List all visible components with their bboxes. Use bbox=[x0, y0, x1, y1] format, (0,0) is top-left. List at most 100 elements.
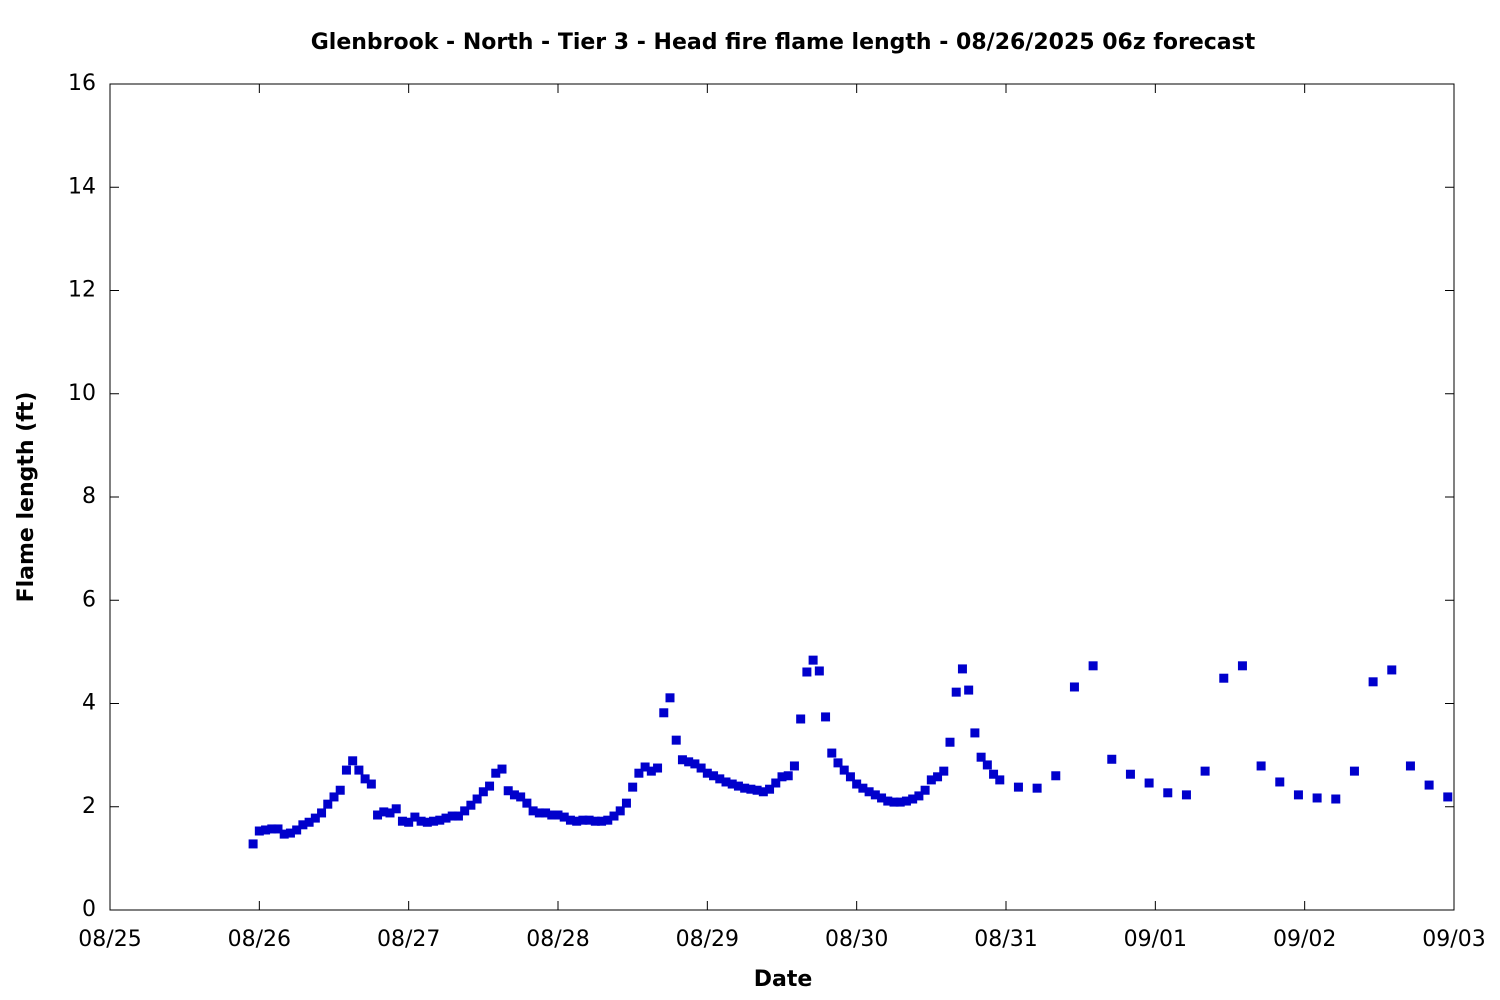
data-point bbox=[796, 714, 806, 724]
data-point bbox=[1293, 790, 1303, 800]
data-point bbox=[559, 812, 569, 822]
data-point bbox=[248, 839, 258, 849]
data-point bbox=[1424, 780, 1434, 790]
data-point bbox=[995, 775, 1005, 785]
data-point bbox=[908, 794, 918, 804]
data-point bbox=[883, 796, 893, 806]
data-point bbox=[1443, 792, 1453, 802]
data-point bbox=[839, 765, 849, 775]
x-tick-label: 09/03 bbox=[1422, 927, 1485, 952]
data-point bbox=[422, 817, 432, 827]
data-point bbox=[746, 784, 756, 794]
x-tick-label: 08/29 bbox=[676, 927, 739, 952]
data-point bbox=[976, 752, 986, 762]
data-point bbox=[578, 815, 588, 825]
data-point bbox=[1069, 682, 1079, 692]
data-point bbox=[503, 786, 513, 796]
data-point bbox=[453, 811, 463, 821]
data-point bbox=[285, 828, 295, 838]
data-point bbox=[877, 793, 887, 803]
x-tick-label: 08/26 bbox=[228, 927, 291, 952]
x-tick-label: 08/30 bbox=[825, 927, 888, 952]
x-tick-label: 08/25 bbox=[78, 927, 141, 952]
data-point bbox=[497, 764, 507, 774]
data-point bbox=[634, 768, 644, 778]
data-point bbox=[696, 763, 706, 773]
data-point bbox=[491, 768, 501, 778]
data-point bbox=[1088, 661, 1098, 671]
data-point bbox=[1125, 769, 1135, 779]
x-tick-label: 08/31 bbox=[974, 927, 1037, 952]
data-point bbox=[690, 759, 700, 769]
y-tick-label: 2 bbox=[82, 794, 96, 819]
data-point bbox=[528, 806, 538, 816]
data-point bbox=[354, 765, 364, 775]
data-point bbox=[447, 811, 457, 821]
data-point bbox=[677, 755, 687, 765]
data-point bbox=[1368, 677, 1378, 687]
y-tick-label: 4 bbox=[82, 691, 96, 716]
data-point bbox=[466, 800, 476, 810]
y-tick-label: 14 bbox=[68, 174, 96, 199]
data-point bbox=[721, 777, 731, 787]
data-point bbox=[603, 815, 613, 825]
data-point bbox=[410, 812, 420, 822]
data-point bbox=[261, 825, 271, 835]
y-axis-label: Flame length (ft) bbox=[14, 392, 39, 603]
data-point bbox=[267, 824, 277, 834]
data-point bbox=[1200, 766, 1210, 776]
data-point bbox=[646, 766, 656, 776]
data-point bbox=[1144, 778, 1154, 788]
data-point bbox=[628, 782, 638, 792]
data-point bbox=[727, 779, 737, 789]
data-point bbox=[733, 781, 743, 791]
data-point bbox=[926, 775, 936, 785]
data-point bbox=[323, 799, 333, 809]
data-point bbox=[951, 687, 961, 697]
data-point bbox=[621, 798, 631, 808]
data-point bbox=[522, 798, 532, 808]
data-point bbox=[964, 685, 974, 695]
data-point bbox=[279, 829, 289, 839]
data-point bbox=[1051, 771, 1061, 781]
data-point bbox=[665, 693, 675, 703]
data-point bbox=[709, 771, 719, 781]
x-axis-label: Date bbox=[754, 967, 813, 992]
data-point bbox=[509, 790, 519, 800]
x-tick-label: 08/27 bbox=[377, 927, 440, 952]
data-point bbox=[933, 772, 943, 782]
x-tick-label: 09/02 bbox=[1273, 927, 1336, 952]
data-point bbox=[684, 757, 694, 767]
data-point bbox=[516, 792, 526, 802]
data-point bbox=[1107, 754, 1117, 764]
y-tick-label: 16 bbox=[68, 71, 96, 96]
data-point bbox=[485, 781, 495, 791]
data-point bbox=[833, 758, 843, 768]
data-point bbox=[572, 816, 582, 826]
data-point bbox=[864, 787, 874, 797]
data-point bbox=[889, 797, 899, 807]
y-tick-label: 8 bbox=[82, 484, 96, 509]
data-point bbox=[1032, 783, 1042, 793]
data-point bbox=[597, 816, 607, 826]
data-point bbox=[273, 824, 283, 834]
data-point bbox=[702, 768, 712, 778]
data-point bbox=[982, 760, 992, 770]
data-point bbox=[441, 813, 451, 823]
data-point bbox=[404, 817, 414, 827]
data-point bbox=[1256, 761, 1266, 771]
data-point bbox=[970, 728, 980, 738]
data-point bbox=[858, 783, 868, 793]
data-point bbox=[391, 804, 401, 814]
x-tick-label: 09/01 bbox=[1124, 927, 1187, 952]
data-point bbox=[292, 825, 302, 835]
data-point bbox=[989, 769, 999, 779]
data-point bbox=[590, 816, 600, 826]
data-point bbox=[802, 667, 812, 677]
data-point bbox=[640, 762, 650, 772]
data-point bbox=[870, 790, 880, 800]
data-point bbox=[1163, 788, 1173, 798]
data-point bbox=[397, 816, 407, 826]
data-point bbox=[298, 820, 308, 830]
